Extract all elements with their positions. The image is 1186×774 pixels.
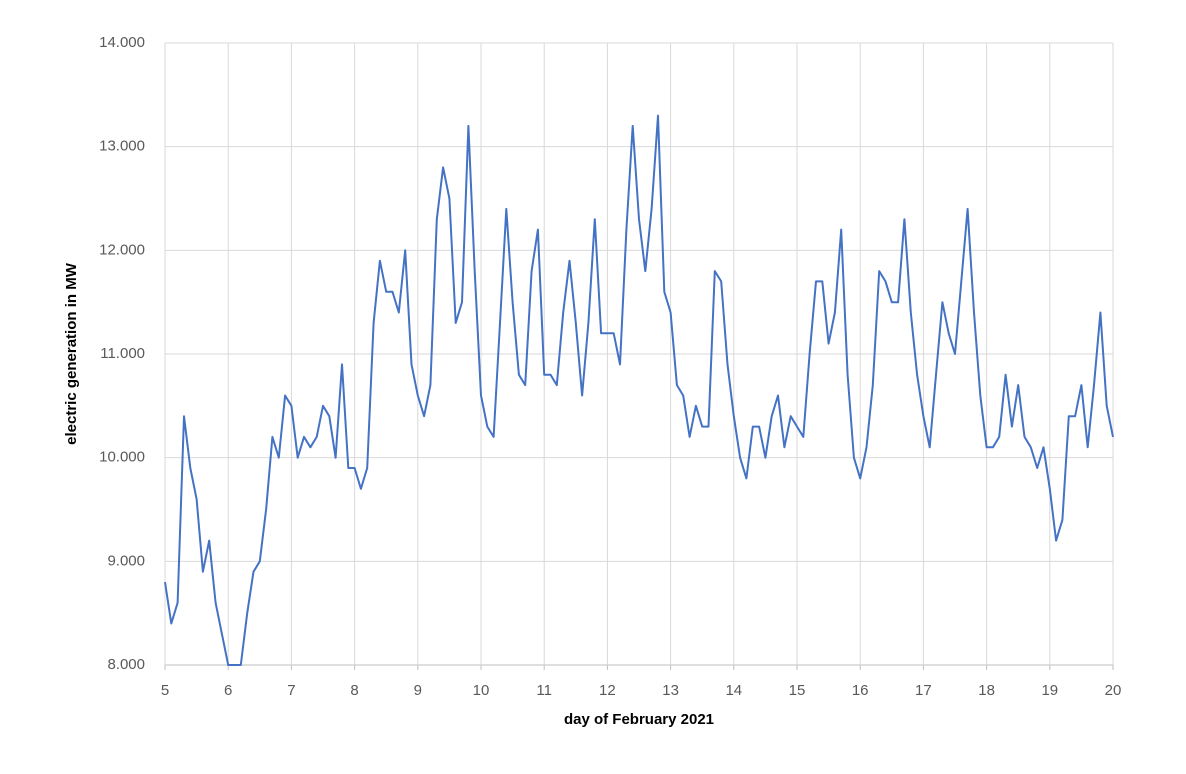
x-tick-label: 19: [1041, 682, 1058, 699]
x-tick-label: 12: [599, 682, 616, 699]
y-axis-title: electric generation in MW: [63, 262, 80, 445]
y-tick-label: 14.000: [99, 34, 145, 51]
x-tick-label: 14: [725, 682, 742, 699]
x-tick-label: 18: [978, 682, 995, 699]
y-tick-label: 8.000: [107, 656, 145, 673]
x-tick-label: 16: [852, 682, 869, 699]
x-axis-title: day of February 2021: [564, 711, 714, 728]
x-tick-label: 20: [1105, 682, 1122, 699]
x-tick-label: 13: [662, 682, 679, 699]
y-tick-label: 9.000: [107, 552, 145, 569]
x-tick-label: 6: [224, 682, 232, 699]
x-tick-label: 11: [536, 682, 552, 699]
y-tick-label: 11.000: [100, 345, 145, 362]
y-tick-label: 10.000: [99, 449, 145, 466]
x-tick-label: 9: [414, 682, 422, 699]
data-line: [164, 114, 1114, 666]
x-tick-label: 15: [789, 682, 806, 699]
x-tick-label: 7: [287, 682, 295, 699]
y-tick-label: 12.000: [99, 241, 145, 258]
y-tick-label: 13.000: [99, 138, 145, 155]
x-tick-label: 8: [350, 682, 358, 699]
x-tick-label: 5: [161, 682, 169, 699]
x-tick-label: 17: [915, 682, 932, 699]
x-tick-label: 10: [473, 682, 490, 699]
